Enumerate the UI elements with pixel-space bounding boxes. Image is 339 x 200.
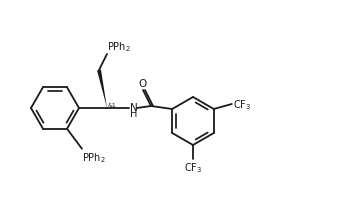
Text: PPh$_2$: PPh$_2$ bbox=[82, 150, 105, 164]
Text: CF$_3$: CF$_3$ bbox=[233, 98, 251, 111]
Text: O: O bbox=[139, 79, 147, 89]
Text: H: H bbox=[130, 108, 137, 118]
Text: N: N bbox=[130, 102, 138, 112]
Polygon shape bbox=[97, 70, 107, 108]
Text: &1: &1 bbox=[108, 102, 117, 107]
Text: PPh$_2$: PPh$_2$ bbox=[107, 40, 131, 54]
Text: CF$_3$: CF$_3$ bbox=[184, 160, 202, 174]
